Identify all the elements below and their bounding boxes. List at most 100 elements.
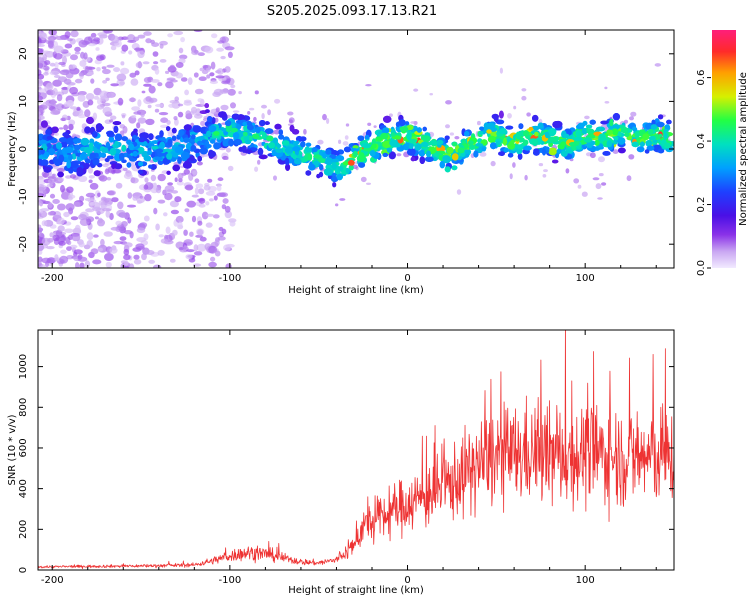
heatmap-cell (115, 182, 123, 189)
heatmap-cell (325, 157, 333, 166)
heatmap-cell (410, 156, 416, 162)
heatmap-cell (311, 147, 318, 153)
heatmap-cell (41, 237, 51, 246)
heatmap-cell (38, 195, 41, 202)
heatmap-cell (226, 147, 231, 153)
heatmap-cell (224, 205, 231, 213)
heatmap-cell (205, 213, 215, 217)
heatmap-cell (206, 74, 211, 79)
heatmap-cell (208, 245, 218, 254)
snr-x-label: Height of straight line (km) (288, 585, 424, 596)
heatmap-cell (114, 133, 122, 141)
heatmap-cell (86, 208, 92, 213)
heatmap-cell (106, 130, 114, 136)
heatmap-cell (422, 126, 427, 132)
heatmap-cell (419, 156, 426, 165)
heatmap-cell (194, 187, 199, 195)
heatmap-cell (253, 116, 257, 122)
heatmap-cell (632, 127, 638, 132)
heatmap-cell (498, 151, 505, 157)
heatmap-cell (133, 254, 140, 260)
heatmap-cell (490, 160, 496, 167)
heatmap-cell (67, 99, 74, 107)
heatmap-cell (650, 124, 658, 130)
heatmap-cell (516, 144, 525, 150)
heatmap-cell (61, 86, 69, 90)
heatmap-cell (45, 129, 52, 136)
heatmap-cell (154, 265, 160, 268)
heatmap-cell (542, 174, 547, 178)
heatmap-cell (166, 170, 171, 175)
heatmap-cell (532, 114, 539, 122)
heatmap-cell (658, 114, 664, 120)
heatmap-cell (105, 77, 110, 82)
heatmap-cell (137, 50, 145, 59)
heatmap-cell (375, 136, 383, 142)
heatmap-cell (110, 45, 117, 51)
heatmap-cell (127, 40, 137, 43)
heatmap-cell (44, 60, 51, 66)
heatmap-cell (230, 127, 238, 133)
heatmap-cell (151, 145, 159, 150)
heatmap-cell (408, 142, 414, 150)
heatmap-cell (138, 147, 145, 153)
heatmap-cell (85, 216, 95, 223)
heatmap-cell (70, 30, 79, 38)
heatmap-cell (93, 141, 99, 148)
heatmap-cell (110, 226, 120, 231)
heatmap-cell (211, 33, 218, 39)
heatmap-cell (224, 66, 231, 73)
heatmap-cell (215, 75, 225, 79)
heatmap-cell (553, 120, 563, 128)
heatmap-cell (186, 200, 196, 208)
snr-y-tick-label: 0 (18, 567, 29, 573)
heatmap-cell (122, 167, 128, 172)
heatmap-cell (204, 103, 209, 109)
heatmap-cell (380, 132, 389, 140)
heatmap-cell (523, 130, 529, 137)
heatmap-cell (573, 178, 580, 184)
spectrogram-y-tick-label: -20 (18, 236, 29, 252)
heatmap-cell (80, 51, 85, 59)
heatmap-cell (140, 112, 145, 118)
heatmap-cell (87, 166, 94, 174)
heatmap-cell (176, 181, 184, 186)
heatmap-cell (130, 78, 139, 86)
heatmap-cell (273, 175, 277, 181)
heatmap-cell (155, 148, 164, 154)
heatmap-cell (104, 253, 114, 261)
heatmap-cell (238, 91, 242, 95)
heatmap-cell (92, 112, 98, 121)
heatmap-cell (288, 117, 295, 124)
heatmap-cell (444, 135, 450, 141)
heatmap-cell (594, 139, 600, 146)
heatmap-cell (398, 119, 406, 127)
heatmap-cell (109, 119, 114, 123)
heatmap-cell (213, 131, 220, 136)
heatmap-cell (584, 115, 590, 120)
heatmap-cell (79, 262, 85, 268)
heatmap-cell (112, 121, 122, 126)
heatmap-cell (222, 198, 229, 204)
heatmap-cell (475, 143, 484, 147)
heatmap-cell (54, 254, 59, 262)
heatmap-cell (473, 150, 479, 158)
heatmap-cell (38, 177, 46, 186)
heatmap-cell (219, 192, 229, 198)
heatmap-cell (101, 66, 107, 70)
heatmap-cell (146, 150, 153, 156)
heatmap-cell (94, 216, 99, 220)
heatmap-cell (38, 48, 43, 55)
heatmap-cell (135, 243, 145, 250)
heatmap-cell (166, 120, 171, 125)
spectrogram-x-tick-label: -200 (41, 273, 64, 284)
heatmap-cell (323, 168, 333, 176)
heatmap-cell (52, 174, 56, 177)
heatmap-cell (74, 51, 81, 55)
heatmap-cell (106, 176, 112, 181)
heatmap-cell (88, 43, 97, 47)
snr-panel: -200 -100 0 100 0 200 400 600 800 1000 Height of… (7, 329, 675, 596)
heatmap-cell (293, 158, 302, 165)
heatmap-cell (101, 147, 108, 153)
heatmap-cell (124, 230, 133, 235)
